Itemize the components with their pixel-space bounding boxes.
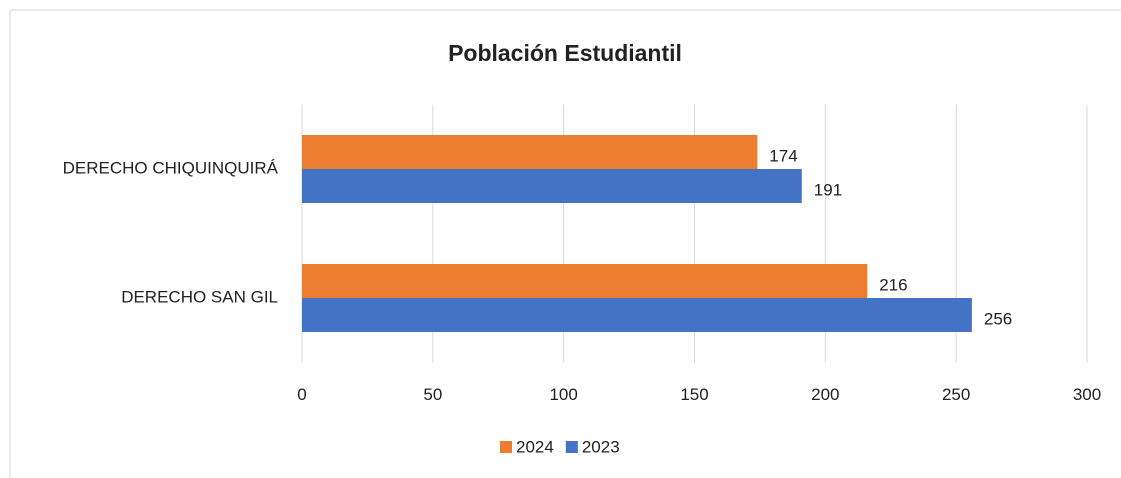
bar bbox=[302, 264, 868, 298]
y-tick-label: DERECHO CHIQUINQUIRÁ bbox=[63, 158, 279, 177]
bar bbox=[302, 169, 802, 203]
legend-swatch bbox=[500, 441, 512, 453]
x-tick-label: 100 bbox=[549, 385, 577, 404]
data-label: 174 bbox=[769, 146, 797, 165]
x-tick-label: 150 bbox=[680, 385, 708, 404]
chart-title: Población Estudiantil bbox=[448, 40, 682, 66]
data-label: 191 bbox=[814, 180, 842, 199]
x-tick-label: 0 bbox=[297, 385, 306, 404]
bar bbox=[302, 135, 758, 169]
x-tick-label: 250 bbox=[942, 385, 970, 404]
x-tick-label: 300 bbox=[1073, 385, 1101, 404]
bar bbox=[302, 298, 972, 332]
legend-swatch bbox=[565, 441, 578, 453]
y-tick-label: DERECHO SAN GIL bbox=[121, 287, 278, 306]
data-label: 216 bbox=[879, 275, 907, 294]
legend-label: 2023 bbox=[582, 437, 620, 456]
x-tick-label: 50 bbox=[423, 385, 442, 404]
data-label: 256 bbox=[984, 309, 1012, 328]
legend-label: 2024 bbox=[516, 437, 554, 456]
x-tick-label: 200 bbox=[811, 385, 839, 404]
